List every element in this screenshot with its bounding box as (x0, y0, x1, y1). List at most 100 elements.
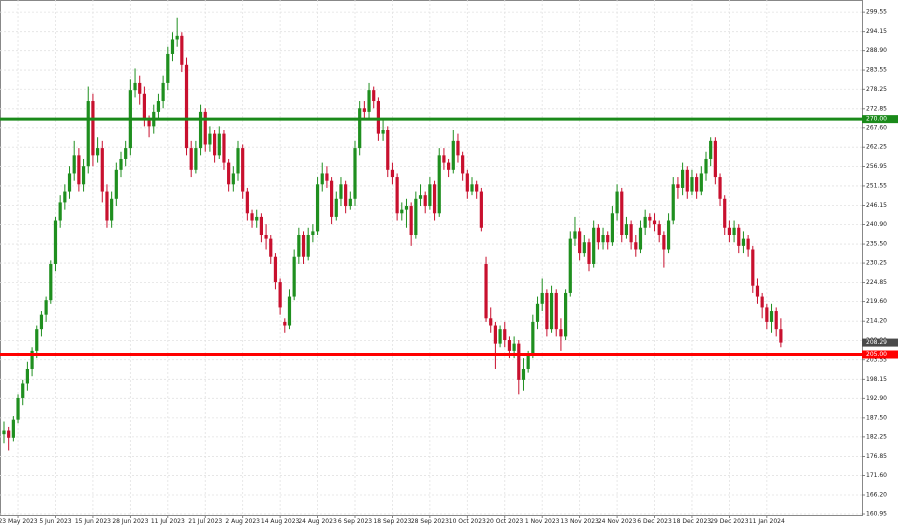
y-tick-label: 272.85 (866, 105, 887, 112)
candle-body (512, 343, 516, 351)
candle-body (180, 35, 184, 65)
candle-body (493, 325, 497, 344)
x-tick-label: 1 Nov 2023 (525, 518, 560, 525)
y-tick-label: 283.55 (866, 67, 887, 74)
x-tick-label: 18 Sep 2023 (373, 518, 411, 525)
candle-body (344, 184, 348, 207)
candle-body (53, 220, 58, 264)
candle-body (330, 180, 334, 217)
candle-body (2, 430, 6, 435)
candle-body (245, 191, 249, 214)
candle-body (456, 140, 460, 156)
candle-body (16, 397, 20, 420)
candle-body (306, 235, 310, 257)
candle-body (573, 231, 577, 239)
candle-body (760, 296, 764, 308)
candle-body (643, 216, 647, 228)
candle-body (386, 129, 390, 170)
y-tick-label: 251.55 (866, 182, 887, 189)
candle-body (189, 148, 193, 170)
candle-body (461, 155, 465, 174)
candle-body (175, 35, 179, 40)
candle-body (334, 198, 338, 217)
level-label: 205.00 (866, 351, 887, 358)
candle-body (213, 133, 217, 156)
y-tick-label: 288.90 (866, 47, 887, 54)
candle-body (208, 133, 212, 145)
candle-body (666, 220, 671, 250)
candle-body (11, 419, 15, 438)
candle-body (105, 191, 109, 221)
candle-body (67, 173, 72, 192)
candle-body (376, 101, 380, 134)
candle-body (297, 235, 301, 257)
candle-body (147, 119, 151, 127)
y-tick-label: 224.85 (866, 279, 887, 286)
candle-body (142, 93, 146, 120)
y-tick-label: 176.85 (866, 453, 887, 460)
candle-body (507, 340, 512, 351)
candle-body (737, 227, 741, 246)
x-tick-label: 28 Jun 2023 (112, 518, 148, 525)
candle-body (713, 140, 717, 178)
candle-body (428, 184, 432, 207)
candle-body (648, 216, 652, 221)
plot-frame (0, 0, 863, 516)
x-tick-label: 20 Oct 2023 (486, 518, 523, 525)
x-tick-label: 5 Jun 2023 (39, 518, 71, 525)
candle-body (30, 350, 34, 369)
candle-body (161, 82, 165, 102)
candle-body (44, 300, 48, 315)
candle-body (442, 155, 446, 163)
candle-body (348, 198, 352, 207)
candle-body (325, 173, 329, 181)
y-tick-label: 294.15 (866, 28, 887, 35)
candle-body (423, 195, 427, 207)
candle-body (521, 368, 526, 380)
candle-body (769, 311, 774, 322)
candle-body (39, 314, 44, 330)
x-tick-label: 11 Jul 2023 (151, 518, 185, 525)
y-tick-label: 262.25 (866, 144, 887, 151)
y-tick-label: 182.25 (866, 433, 887, 440)
candle-body (535, 303, 540, 322)
candle-body (198, 111, 203, 149)
candle-body (414, 198, 418, 236)
candle-body (746, 238, 750, 250)
y-tick-label: 171.60 (866, 472, 887, 479)
candle-body (119, 158, 123, 170)
candle-body (484, 263, 488, 319)
candle-body (652, 220, 657, 225)
candle-body (353, 148, 357, 199)
last-price-label: 208.29 (866, 339, 887, 346)
candle-body (727, 227, 731, 236)
y-tick-label: 214.20 (866, 318, 887, 325)
candle-body (259, 216, 263, 236)
candle-body (592, 227, 596, 264)
level-label-box (862, 350, 898, 359)
y-tick-label: 187.50 (866, 414, 887, 421)
candle-body (114, 169, 118, 199)
candle-body (517, 343, 521, 380)
candle-body (447, 162, 451, 170)
x-tick-label: 23 May 2023 (0, 518, 38, 525)
candle-body (615, 191, 619, 214)
candle-body (404, 206, 409, 210)
y-tick-label: 278.25 (866, 86, 887, 93)
candle-body (301, 235, 306, 257)
x-tick-label: 2 Aug 2023 (225, 518, 260, 525)
candle-body (320, 173, 324, 185)
y-tick-label: 246.15 (866, 202, 887, 209)
candle-body (283, 321, 287, 326)
candle-body (138, 82, 142, 94)
candle-body (287, 296, 292, 326)
candle-body (437, 155, 441, 214)
y-tick-label: 166.20 (866, 491, 887, 498)
x-tick-label: 15 Jun 2023 (75, 518, 111, 525)
y-tick-label: 230.25 (866, 260, 887, 267)
candle-body (278, 282, 282, 308)
candle-body (582, 242, 586, 254)
candle-body (227, 162, 231, 185)
candle-body (596, 227, 600, 243)
